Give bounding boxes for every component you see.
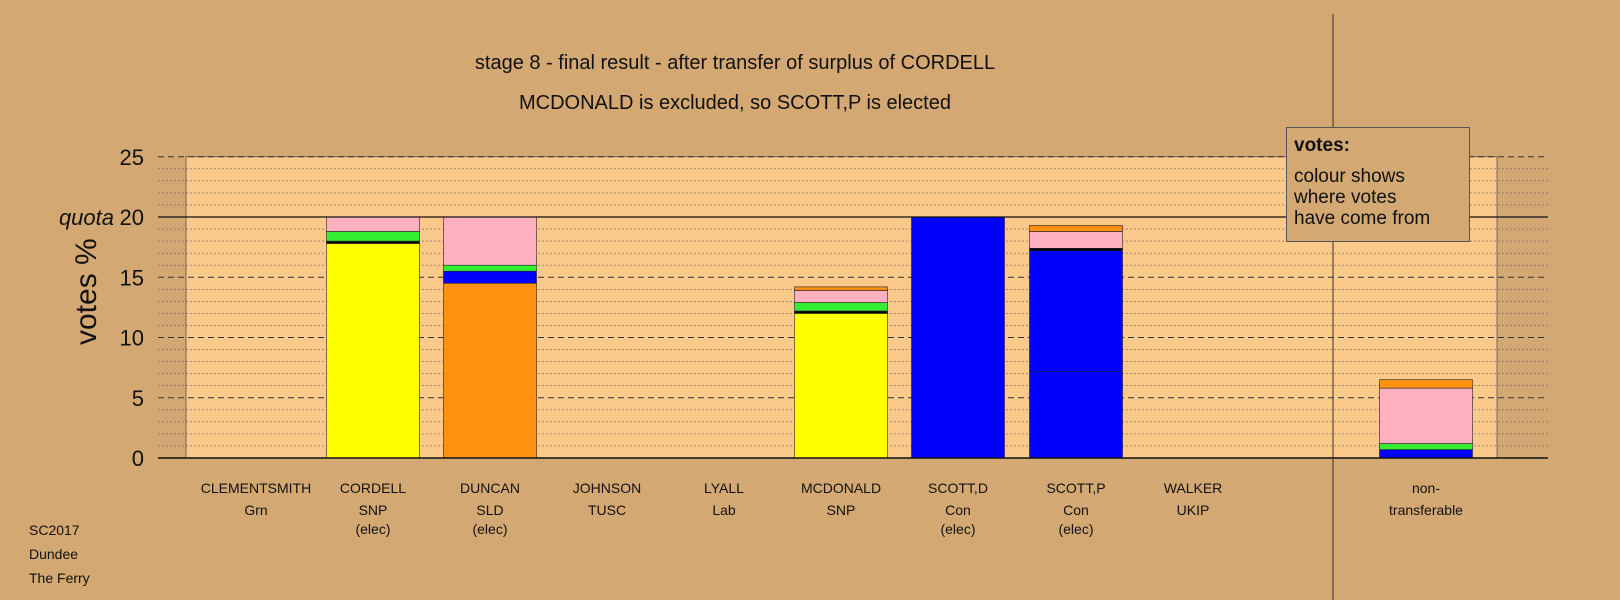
category-label: CORDELL [340, 480, 406, 496]
bar-segment [1379, 379, 1473, 389]
y-tick-label: 15 [120, 265, 144, 290]
party-label: transferable [1389, 502, 1463, 518]
elected-label: (elec) [355, 521, 390, 537]
category-label: LYALL [704, 480, 744, 496]
bar-segment [326, 216, 420, 232]
legend-heading: votes: [1294, 135, 1350, 156]
category-label: DUNCAN [460, 480, 520, 496]
bar-segment [1029, 250, 1123, 372]
bar-segment [794, 286, 888, 291]
party-label: SLD [476, 502, 503, 518]
bar-segment [326, 240, 420, 244]
chart-subtitle: MCDONALD is excluded, so SCOTT,P is elec… [518, 92, 951, 114]
elected-label: (elec) [472, 521, 507, 537]
footer-line: SC2017 [29, 522, 80, 538]
footer-line: The Ferry [29, 570, 90, 586]
bar-segment [794, 302, 888, 312]
legend-line: have come from [1294, 208, 1431, 229]
y-tick-label: 25 [120, 145, 144, 170]
category-label: JOHNSON [573, 480, 641, 496]
bar-segment [1029, 231, 1123, 249]
bar-segment [326, 231, 420, 242]
party-label: Grn [244, 502, 267, 518]
category-label: MCDONALD [801, 480, 881, 496]
bar-segment [1029, 225, 1123, 232]
footer-line: Dundee [29, 546, 79, 562]
bar-segment [443, 282, 537, 459]
bar-segment [1379, 443, 1473, 450]
category-label: CLEMENTSMITH [201, 480, 311, 496]
bar-segment [794, 290, 888, 303]
bar-segment [1379, 449, 1473, 459]
bar-segment [911, 216, 1005, 459]
y-tick-label: 20 [120, 205, 144, 230]
party-label: SNP [359, 502, 388, 518]
legend-line: where votes [1294, 187, 1397, 208]
bar-segment [1379, 387, 1473, 444]
party-label: Lab [712, 502, 736, 518]
elected-label: (elec) [1058, 521, 1093, 537]
bar-segment [443, 270, 537, 284]
bar-segment [794, 310, 888, 314]
bar-segment [326, 243, 420, 459]
legend-box: votes: colour shows where votes have com… [1286, 127, 1470, 242]
quota-label: quota [59, 205, 114, 230]
party-label: SNP [827, 502, 856, 518]
category-label: WALKER [1164, 480, 1223, 496]
party-label: UKIP [1177, 502, 1210, 518]
y-axis-label: votes % [70, 238, 103, 345]
bar-segment [1029, 370, 1123, 459]
party-label: Con [945, 502, 971, 518]
bar-segment [443, 216, 537, 266]
category-label: SCOTT,D [928, 480, 988, 496]
bar-segment [1029, 248, 1123, 252]
party-label: Con [1063, 502, 1089, 518]
chart-title: stage 8 - final result - after transfer … [474, 52, 996, 74]
y-tick-label: 0 [132, 446, 144, 471]
elected-label: (elec) [940, 521, 975, 537]
y-tick-label: 10 [120, 326, 144, 351]
y-tick-label: 5 [132, 386, 144, 411]
party-label: TUSC [588, 502, 626, 518]
category-label: SCOTT,P [1046, 480, 1105, 496]
bar-segment [443, 264, 537, 272]
category-label: non- [1412, 480, 1440, 496]
bar-segment [794, 313, 888, 459]
legend-line: colour shows [1294, 166, 1405, 187]
